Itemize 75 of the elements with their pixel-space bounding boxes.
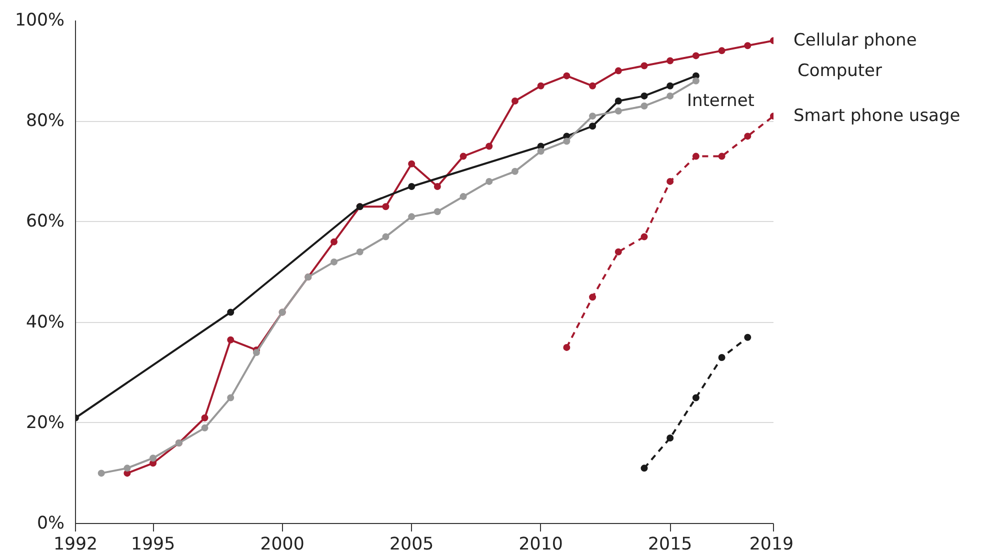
point	[201, 424, 208, 432]
point	[227, 394, 234, 402]
y-tick-label: 0%	[37, 514, 65, 534]
point	[692, 77, 700, 84]
point	[589, 122, 596, 130]
point	[511, 168, 518, 175]
point	[640, 102, 648, 110]
point	[666, 178, 674, 185]
point	[486, 142, 493, 150]
x-tick-label: 2015	[648, 534, 692, 554]
point	[150, 454, 157, 462]
y-tick-label: 100%	[14, 10, 65, 30]
point	[408, 160, 416, 168]
point	[744, 132, 752, 140]
point	[640, 464, 648, 472]
point	[252, 348, 260, 356]
series-label: Smart phone usage	[794, 106, 960, 126]
point	[640, 62, 648, 70]
x-tick-label: 2010	[518, 534, 563, 554]
point	[666, 57, 674, 64]
point	[434, 208, 441, 216]
point	[692, 52, 700, 60]
point	[537, 148, 544, 155]
point	[330, 258, 338, 266]
point	[227, 336, 234, 344]
point	[460, 193, 467, 200]
y-tick-label: 80%	[26, 111, 64, 132]
x-tick-label: 1995	[131, 534, 176, 554]
point	[227, 308, 234, 316]
point	[486, 178, 493, 185]
point	[718, 152, 726, 160]
point	[330, 238, 338, 246]
y-tick-label: 40%	[26, 312, 64, 332]
point	[382, 203, 390, 210]
point	[640, 233, 648, 240]
y-tick-label: 20%	[26, 412, 64, 433]
point	[563, 344, 570, 351]
point	[744, 334, 752, 341]
text: Computer	[798, 60, 882, 81]
y-tick-label: 60%	[26, 212, 64, 232]
point	[382, 233, 390, 240]
point	[589, 82, 596, 90]
point	[563, 72, 570, 80]
point	[201, 414, 208, 422]
point	[408, 213, 416, 220]
point	[666, 82, 674, 90]
x-tick-label: 2019	[749, 534, 794, 554]
point	[356, 248, 364, 256]
point	[537, 82, 544, 90]
series-label: Internet	[686, 90, 755, 111]
point	[460, 152, 467, 160]
point	[589, 294, 596, 301]
point	[563, 138, 570, 145]
point	[666, 434, 674, 442]
x-tick-label: 2000	[260, 534, 304, 554]
x-tick-label: 2005	[390, 534, 434, 554]
point	[614, 97, 622, 104]
point	[511, 97, 518, 104]
point	[614, 248, 622, 256]
point	[744, 42, 752, 50]
series-label: Cellular phone	[794, 30, 917, 51]
point	[718, 354, 726, 362]
point	[692, 394, 700, 402]
point	[124, 464, 131, 472]
point	[718, 47, 726, 54]
point	[98, 470, 105, 477]
point	[614, 67, 622, 74]
point	[589, 112, 596, 120]
point	[666, 92, 674, 100]
point	[434, 182, 441, 190]
point	[692, 152, 700, 160]
point	[640, 92, 648, 100]
point	[408, 182, 416, 190]
point	[614, 108, 622, 115]
x-tick-label: 1992	[53, 534, 98, 554]
